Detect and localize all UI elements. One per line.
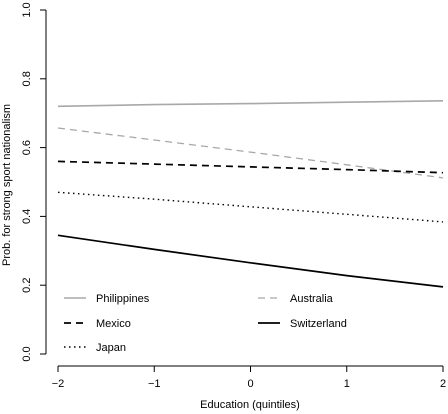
series-line-australia <box>57 127 444 179</box>
x-tick-label: 2 <box>440 378 446 390</box>
series-line-mexico <box>57 160 444 174</box>
axes <box>45 10 443 367</box>
y-tick-label: 0.0 <box>21 346 33 361</box>
y-tick-label: 0.6 <box>21 140 33 155</box>
y-axis-label: Prob. for strong sport nationalism <box>1 104 13 266</box>
legend-label-mexico: Mexico <box>96 318 131 330</box>
x-tick-label: −2 <box>52 378 65 390</box>
x-tick-label: −1 <box>148 378 161 390</box>
legend: Philippines Australia Mexico Switzerland Jap… <box>64 293 347 354</box>
series-lines <box>57 100 444 288</box>
series-line-japan <box>57 191 444 223</box>
series-line-philippines <box>57 100 444 108</box>
legend-label-japan: Japan <box>96 342 126 354</box>
x-axis-label: Education (quintiles) <box>200 399 300 411</box>
y-tick-label: 1.0 <box>21 2 33 17</box>
legend-label-switzerland: Switzerland <box>290 318 347 330</box>
y-tick-label: 0.2 <box>21 278 33 293</box>
y-tick-label: 0.8 <box>21 71 33 86</box>
y-axis-ticks: 0.0 0.2 0.4 0.6 0.8 1.0 <box>21 2 46 362</box>
series-line-switzerland <box>57 234 444 288</box>
y-tick-label: 0.4 <box>21 209 33 224</box>
x-tick-label: 1 <box>344 378 350 390</box>
legend-label-philippines: Philippines <box>96 293 150 305</box>
x-tick-label: 0 <box>247 378 253 390</box>
x-axis-ticks: −2 −1 0 1 2 <box>52 366 446 390</box>
legend-label-australia: Australia <box>290 293 334 305</box>
